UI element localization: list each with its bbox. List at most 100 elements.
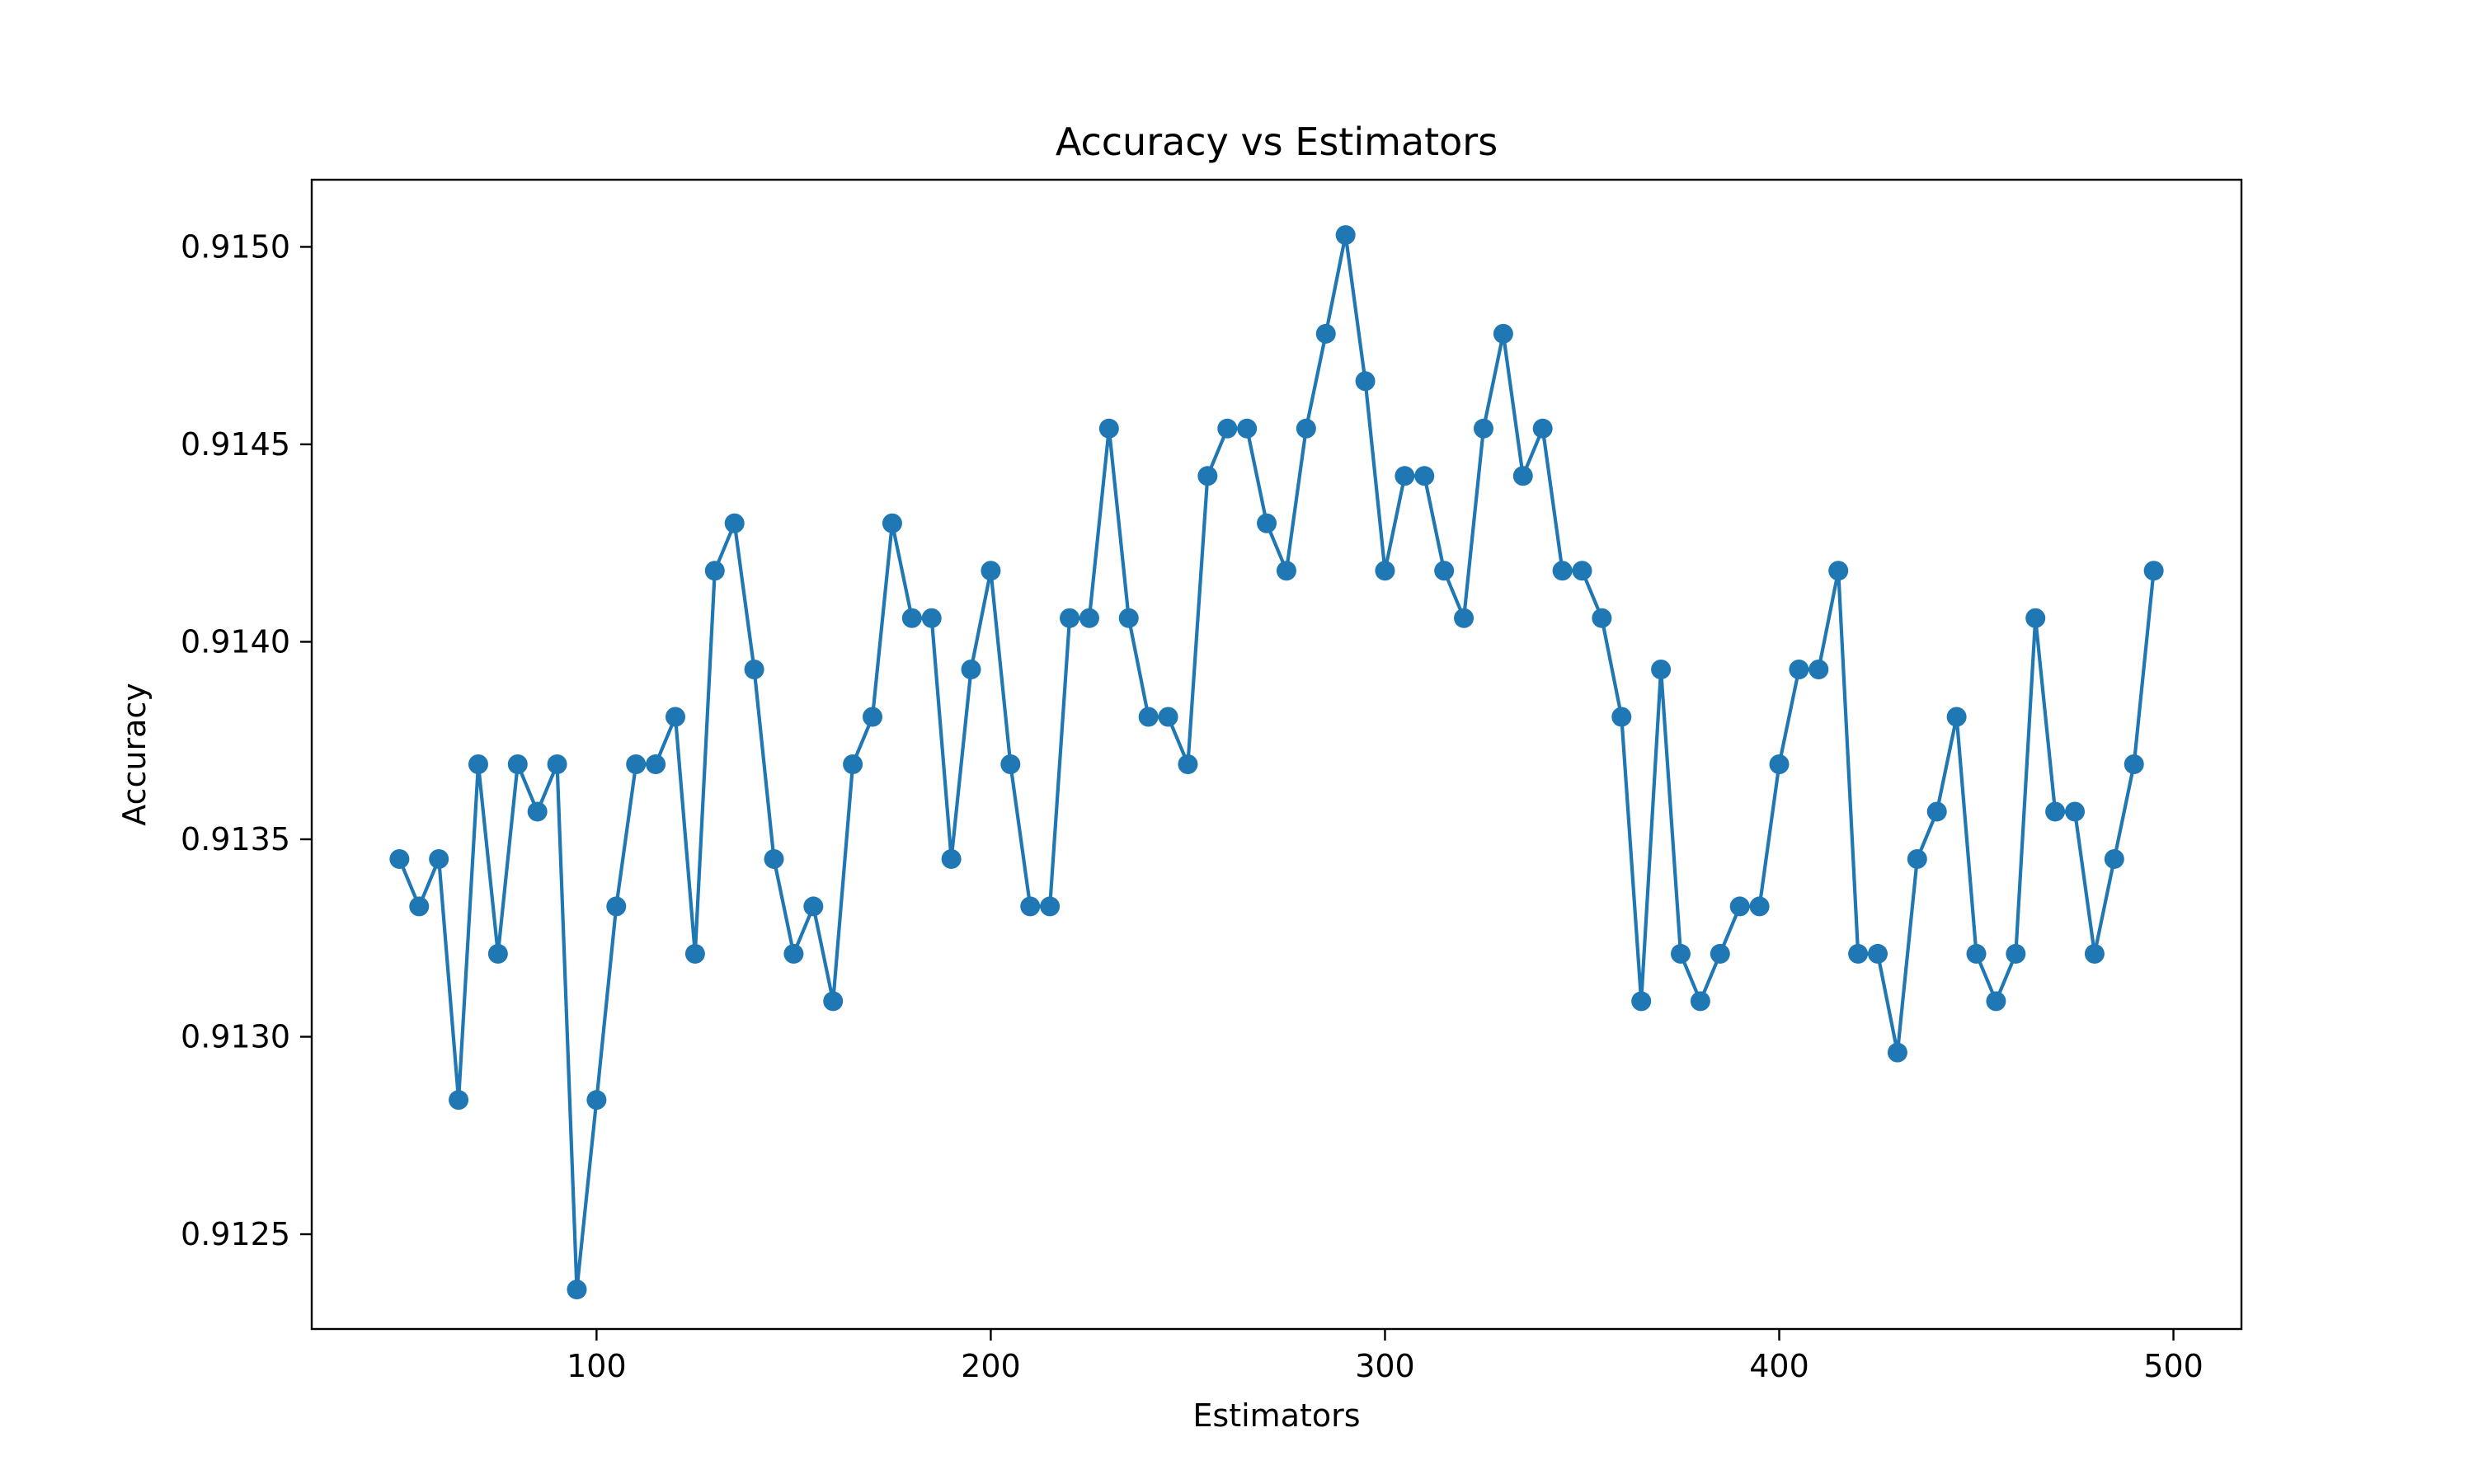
data-point <box>1926 801 1947 822</box>
plot-frame <box>310 178 2243 1331</box>
data-point <box>1118 608 1139 628</box>
data-point <box>2084 943 2105 964</box>
data-point <box>1710 943 1730 964</box>
data-point <box>2045 801 2066 822</box>
data-point <box>409 896 430 917</box>
y-tick-label: 0.9140 <box>181 623 290 660</box>
data-point <box>1512 466 1533 486</box>
x-tick-label: 200 <box>961 1348 1021 1384</box>
data-point <box>1868 943 1888 964</box>
data-point <box>1907 848 1927 869</box>
y-axis: 0.9125 0.9130 0.9135 0.9140 0.9145 0.9150 <box>181 228 312 1252</box>
data-point <box>921 608 942 628</box>
data-point <box>468 754 488 774</box>
data-point <box>1946 707 1967 727</box>
y-tick-label: 0.9145 <box>181 426 290 463</box>
data-point <box>803 896 824 917</box>
data-point <box>1434 561 1455 581</box>
data-point <box>586 1090 607 1111</box>
data-point <box>1296 418 1316 439</box>
data-point <box>2065 801 2086 822</box>
data-point <box>823 991 844 1012</box>
data-point <box>941 848 962 869</box>
data-point <box>567 1280 587 1300</box>
data-point <box>1473 418 1493 439</box>
data-point <box>1040 896 1061 917</box>
data-point <box>1887 1042 1907 1063</box>
data-point <box>1335 225 1356 246</box>
data-point <box>626 754 647 774</box>
data-point <box>665 707 685 727</box>
data-point <box>606 896 627 917</box>
data-point <box>1966 943 1987 964</box>
data-point <box>429 848 449 869</box>
data-point <box>2006 943 2026 964</box>
data-point <box>547 754 567 774</box>
x-tick-label: 500 <box>2143 1348 2204 1384</box>
y-axis-label: Accuracy <box>116 683 153 826</box>
data-point <box>1454 608 1475 628</box>
data-point <box>1079 608 1099 628</box>
data-point <box>1729 896 1750 917</box>
data-point <box>744 660 764 680</box>
data-point <box>724 513 745 533</box>
data-point <box>2025 608 2046 628</box>
data-point <box>1789 660 1809 680</box>
data-point <box>1276 561 1296 581</box>
data-point <box>1848 943 1869 964</box>
data-point <box>646 754 666 774</box>
data-point <box>882 513 902 533</box>
data-point <box>1572 561 1592 581</box>
data-point <box>843 754 863 774</box>
data-point <box>704 561 725 581</box>
data-point <box>1197 466 1218 486</box>
data-point <box>1592 608 1612 628</box>
data-point <box>961 660 981 680</box>
data-point <box>449 1090 469 1111</box>
data-point <box>1808 660 1829 680</box>
data-point <box>1178 754 1198 774</box>
x-tick-label: 300 <box>1355 1348 1415 1384</box>
data-point <box>764 848 784 869</box>
data-point <box>2143 561 2164 581</box>
data-point <box>863 707 883 727</box>
data-point <box>1651 660 1672 680</box>
data-point <box>981 561 1001 581</box>
y-tick-label: 0.9125 <box>181 1216 290 1252</box>
data-point <box>1237 418 1258 439</box>
y-tick-label: 0.9150 <box>181 228 290 265</box>
data-point <box>2124 754 2144 774</box>
data-point <box>1020 896 1041 917</box>
data-point <box>1315 323 1336 344</box>
plot-area <box>310 178 2243 1331</box>
data-point <box>1060 608 1080 628</box>
data-point <box>1098 418 1119 439</box>
data-point <box>1532 418 1553 439</box>
data-point <box>1217 418 1238 439</box>
data-point <box>1769 754 1790 774</box>
data-point <box>1395 466 1415 486</box>
data-point <box>2104 848 2124 869</box>
x-axis-label: Estimators <box>1192 1397 1360 1434</box>
data-point <box>1828 561 1849 581</box>
data-point <box>1611 707 1632 727</box>
data-point <box>1158 707 1178 727</box>
data-point <box>1355 371 1376 392</box>
data-point <box>1552 561 1573 581</box>
data-point <box>901 608 922 628</box>
data-point <box>1986 991 2006 1012</box>
data-point <box>684 943 705 964</box>
data-point <box>389 848 410 869</box>
data-point <box>527 801 548 822</box>
data-point <box>1375 561 1395 581</box>
data-point <box>1690 991 1710 1012</box>
chart-title: Accuracy vs Estimators <box>1056 120 1498 164</box>
data-point <box>487 943 508 964</box>
data-point <box>1631 991 1652 1012</box>
x-tick-label: 100 <box>567 1348 627 1384</box>
x-tick-label: 400 <box>1749 1348 1809 1384</box>
x-axis: 100 200 300 400 500 <box>567 1329 2204 1384</box>
data-point <box>1257 513 1277 533</box>
data-point <box>1138 707 1159 727</box>
